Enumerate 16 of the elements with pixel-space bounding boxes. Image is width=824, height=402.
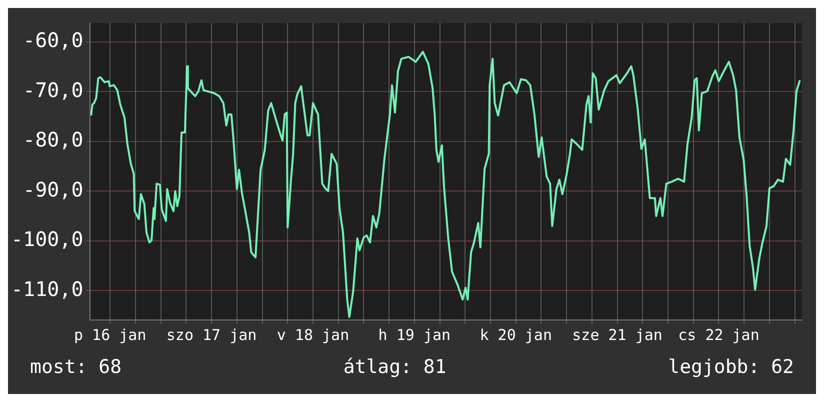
y-tick-label: -80,0 <box>23 128 84 152</box>
y-tick-label: -60,0 <box>23 28 84 52</box>
text: legjobb: 62 <box>668 356 794 378</box>
x-tick-label: k 20 jan <box>480 326 552 344</box>
text: most: 68 <box>30 356 122 378</box>
text: átlag: 81 <box>343 356 446 378</box>
x-tick-label: sze 21 jan <box>572 326 662 344</box>
y-tick-label: -70,0 <box>23 78 84 102</box>
x-tick-label: v 18 jan <box>276 326 350 344</box>
y-tick-label: -110,0 <box>10 276 84 301</box>
x-tick-label: p 16 jan <box>74 326 146 344</box>
x-tick-label: h 19 jan <box>378 326 451 344</box>
y-tick-label: -100,0 <box>10 227 84 252</box>
y-tick-label: -90,0 <box>23 177 84 202</box>
x-tick-label: szo 17 jan <box>166 326 257 344</box>
x-tick-label: cs 22 jan <box>678 326 760 344</box>
